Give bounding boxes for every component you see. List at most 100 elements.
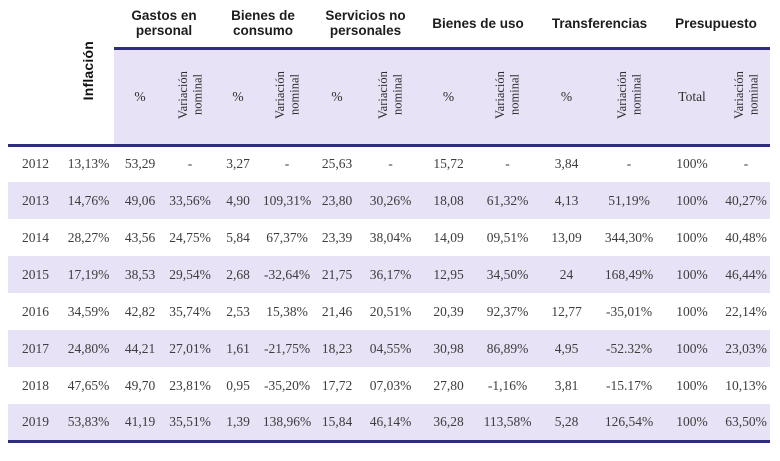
data-cell: -32,64%: [262, 256, 313, 293]
data-cell: 1,39: [214, 404, 263, 443]
year-cell: 2019: [8, 404, 63, 443]
year-cell: 2012: [22, 156, 49, 172]
data-cell: 67,37%: [266, 229, 308, 245]
data-cell: 17,19%: [63, 256, 114, 293]
subheader-transferencias-pct: %: [537, 48, 597, 147]
data-cell: -: [626, 156, 632, 172]
data-cell: 04,55%: [362, 330, 420, 367]
data-cell: 61,32%: [478, 182, 538, 219]
data-cell: 100%: [676, 303, 708, 319]
data-cell: 27,80: [433, 377, 464, 393]
data-cell: 109,31%: [262, 182, 313, 219]
group-header-transferencias: Transferencias: [537, 2, 663, 50]
data-cell: 126,54%: [596, 404, 663, 443]
data-cell: 24,80%: [63, 330, 114, 367]
data-cell: 100%: [676, 156, 708, 172]
data-cell: 41,19: [114, 404, 166, 443]
data-cell: 100%: [662, 182, 723, 219]
data-cell: 3,81: [554, 377, 579, 393]
data-cell: 20,51%: [369, 303, 412, 319]
data-cell: 23,81%: [169, 377, 211, 393]
data-cell: 07,03%: [369, 377, 412, 393]
inflation-label: Inflación: [80, 40, 97, 100]
data-cell: 100%: [662, 404, 723, 443]
sub-header-row: % Variación nominal % Variación nominal …: [8, 48, 771, 147]
data-cell: 4,90: [214, 182, 263, 219]
subheader-consumo-variacion: Variación nominal: [262, 48, 313, 147]
data-cell: 100%: [676, 377, 708, 393]
data-cell: 22,14%: [725, 303, 767, 319]
data-cell: 2,68: [214, 256, 263, 293]
data-cell: 138,96%: [262, 404, 313, 443]
subheader-uso-pct: %: [419, 48, 479, 147]
data-cell: 20,39: [433, 303, 464, 319]
data-cell: 12,95: [419, 256, 479, 293]
data-cell: 38,53: [114, 256, 166, 293]
data-cell: 63,50%: [722, 404, 771, 443]
data-cell: 5,84: [226, 229, 250, 245]
data-cell: -52.32%: [596, 330, 663, 367]
data-cell: 10,13%: [725, 377, 767, 393]
group-header-bienes-de-uso: Bienes de uso: [419, 2, 538, 50]
data-cell: -: [505, 156, 510, 172]
data-cell: 14,76%: [63, 182, 114, 219]
table-row: 2015 17,19% 38,53 29,54% 2,68 -32,64% 21,75 36,…: [8, 256, 771, 293]
subheader-transferencias-variacion: Variación nominal: [596, 48, 663, 147]
data-cell: -: [388, 156, 393, 172]
data-cell: 15,72: [433, 156, 464, 172]
data-cell: 35,74%: [169, 303, 211, 319]
year-cell: 2014: [22, 229, 49, 245]
data-cell: 40,27%: [722, 182, 771, 219]
data-cell: 13,09: [551, 229, 582, 245]
data-cell: 53,29: [124, 156, 156, 172]
data-cell: 18,23: [312, 330, 363, 367]
data-cell: 15,38%: [266, 303, 308, 319]
data-cell: 24,75%: [169, 229, 211, 245]
data-cell: 24: [537, 256, 597, 293]
data-cell: 51,19%: [596, 182, 663, 219]
data-cell: -: [187, 156, 193, 172]
data-cell: 30,26%: [362, 182, 420, 219]
data-cell: 92,37%: [486, 303, 529, 319]
data-cell: 14,09: [433, 229, 464, 245]
group-header-row: Inflación Gastos en personal Bienes de c…: [8, 2, 771, 147]
subheader-gastos-pct: %: [114, 48, 166, 147]
group-header-gastos-en-personal: Gastos en personal: [114, 2, 215, 50]
data-cell: 21,46: [321, 303, 353, 319]
data-cell: -: [743, 156, 749, 172]
data-cell: -: [284, 156, 290, 172]
table-row: 2014 28,27% 43,56 24,75% 5,84 67,37% 23,39 38,0…: [8, 219, 770, 256]
data-cell: 53,83%: [63, 404, 114, 443]
subheader-servicios-variacion: Variación nominal: [362, 48, 420, 147]
data-cell: 2,53: [226, 303, 250, 319]
data-cell: 49,70: [124, 377, 156, 393]
data-cell: 36,28: [419, 404, 479, 443]
data-cell: 43,56: [124, 229, 156, 245]
data-cell: 34,50%: [478, 256, 538, 293]
data-cell: 1,61: [214, 330, 263, 367]
table-row: 2017 24,80% 44,21 27,01% 1,61 -21,75% 18,23 04,…: [8, 330, 771, 367]
table-header: Inflación Gastos en personal Bienes de c…: [8, 2, 771, 147]
subheader-servicios-pct: %: [312, 48, 363, 147]
data-cell: 17,72: [321, 377, 353, 393]
group-header-presupuesto: Presupuesto: [662, 2, 771, 50]
data-cell: 35,51%: [166, 404, 215, 443]
subheader-presupuesto-variacion: Variación nominal: [722, 48, 771, 147]
data-cell: 36,17%: [362, 256, 420, 293]
table-body: 2012 13,13% 53,29 - 3,27 - 25,63 - 15,72 - 3,84 - 10…: [8, 145, 771, 443]
year-cell: 2016: [22, 303, 49, 319]
data-cell: -35,20%: [263, 377, 311, 393]
data-cell: 27,01%: [166, 330, 215, 367]
data-cell: 100%: [676, 229, 708, 245]
data-cell: 44,21: [114, 330, 166, 367]
data-cell: 21,75: [312, 256, 363, 293]
data-cell: 100%: [662, 330, 723, 367]
subheader-uso-variacion: Variación nominal: [478, 48, 538, 147]
year-column-header: [8, 2, 63, 147]
data-cell: -15.17%: [605, 377, 653, 393]
year-cell: 2017: [8, 330, 63, 367]
data-cell: 47,65%: [67, 377, 110, 393]
data-cell: 28,27%: [67, 229, 110, 245]
data-cell: 4,95: [537, 330, 597, 367]
data-cell: -35,01%: [605, 303, 653, 319]
